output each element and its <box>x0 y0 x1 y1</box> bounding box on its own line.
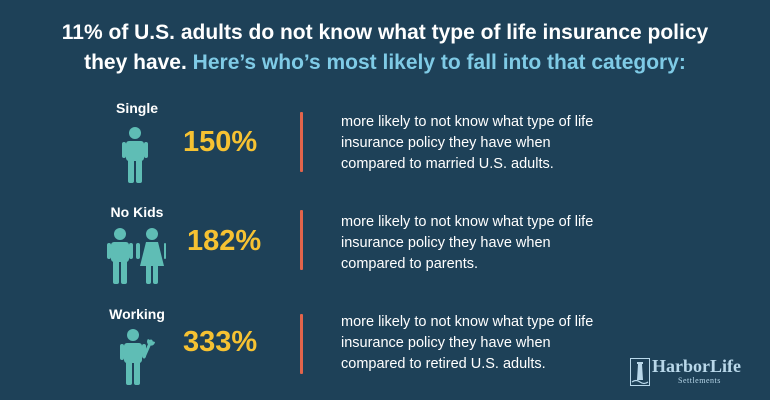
stat-value: 182% <box>187 225 262 257</box>
lighthouse-logo-icon <box>630 358 650 391</box>
desc-line: more likely to not know what type of lif… <box>341 214 594 230</box>
row-label: Single <box>115 100 158 116</box>
desc-line: more likely to not know what type of lif… <box>341 114 594 130</box>
headline-line-2-white: they have. <box>84 51 187 74</box>
divider <box>300 210 303 270</box>
desc-line: insurance policy they have when <box>341 235 551 251</box>
stat-row-single: Single 150% more likely to not know what… <box>0 100 770 200</box>
stat-row-no-kids: No Kids 182% more likely to not know wha… <box>0 204 770 304</box>
headline-line-1: 11% of U.S. adults do not know what type… <box>61 21 709 44</box>
couple-icon <box>106 228 166 284</box>
stat-description: more likely to not know what type of lif… <box>341 212 671 275</box>
desc-line: insurance policy they have when <box>341 135 551 151</box>
desc-line: insurance policy they have when <box>341 335 551 351</box>
stat-value: 150% <box>183 126 258 158</box>
stat-description: more likely to not know what type of lif… <box>341 312 671 375</box>
desc-line: compared to parents. <box>341 256 479 272</box>
headline-line-2-accent: Here’s who’s most likely to fall into th… <box>192 51 686 74</box>
stat-value: 333% <box>183 326 258 358</box>
divider <box>300 314 303 374</box>
worker-with-wrench-icon <box>120 329 156 385</box>
stat-row-working: Working 333% more likely to not know wha… <box>0 306 770 400</box>
desc-line: compared to retired U.S. adults. <box>341 356 546 372</box>
desc-line: compared to married U.S. adults. <box>341 156 554 172</box>
headline-line-2: they have. Here’s who’s most likely to f… <box>0 48 770 78</box>
row-label: Working <box>109 306 165 322</box>
divider <box>300 112 303 172</box>
logo-subtitle: Settlements <box>678 376 721 385</box>
harborlife-logo: HarborLife Settlements <box>630 356 762 388</box>
headline: 11% of U.S. adults do not know what type… <box>0 18 770 78</box>
logo-name: HarborLife <box>652 356 741 376</box>
person-icon <box>122 127 148 183</box>
desc-line: more likely to not know what type of lif… <box>341 314 594 330</box>
stat-description: more likely to not know what type of lif… <box>341 112 671 175</box>
row-label: No Kids <box>110 204 164 220</box>
